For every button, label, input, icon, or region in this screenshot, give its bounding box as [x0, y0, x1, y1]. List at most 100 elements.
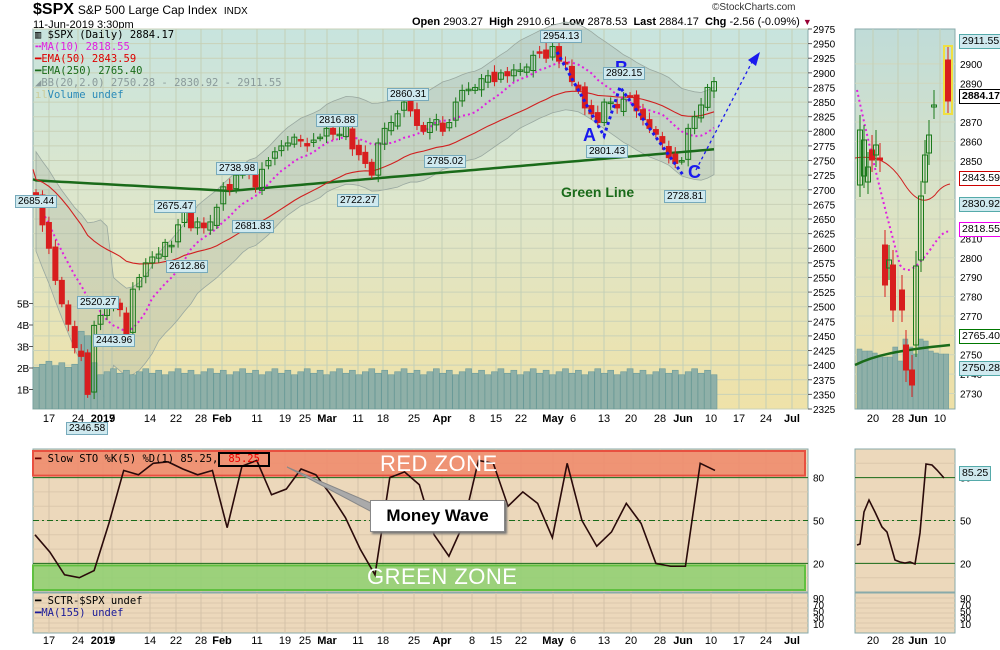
svg-text:17: 17: [733, 635, 745, 647]
svg-text:70: 70: [960, 601, 972, 612]
line-icon: ━: [35, 65, 42, 77]
svg-text:2925: 2925: [813, 54, 836, 65]
legend-ema250: ━EMA(250) 2765.40: [35, 65, 282, 77]
svg-text:Feb: Feb: [212, 635, 232, 647]
legend-sto-text: Slow STO %K(5) %D(1) 85.25,: [47, 453, 219, 465]
candle-icon: ▥: [35, 29, 42, 41]
svg-text:2790: 2790: [960, 273, 983, 284]
svg-text:2800: 2800: [813, 127, 836, 138]
svg-text:2019: 2019: [91, 635, 115, 647]
svg-text:2500: 2500: [813, 303, 836, 314]
svg-text:2750: 2750: [813, 157, 836, 168]
svg-text:Mar: Mar: [317, 413, 337, 425]
svg-text:2825: 2825: [813, 113, 836, 124]
svg-text:2675: 2675: [813, 200, 836, 211]
svg-text:2425: 2425: [813, 347, 836, 358]
open-value: 2903.27: [443, 16, 483, 28]
symbol-name: S&P 500 Large Cap Index: [77, 3, 218, 17]
svg-text:2650: 2650: [813, 215, 836, 226]
svg-text:25: 25: [408, 413, 420, 425]
svg-text:13: 13: [598, 413, 610, 425]
brand-watermark: ©StockCharts.com: [712, 2, 796, 13]
legend-ma155: ━MA(155) undef: [35, 607, 142, 619]
svg-text:2770: 2770: [960, 312, 983, 323]
svg-text:10: 10: [934, 413, 946, 425]
price-tag: 2346.58: [66, 422, 109, 435]
right-axis-value-tag: 2830.92: [959, 197, 1000, 212]
line-icon: ━: [35, 53, 42, 65]
svg-text:10: 10: [813, 620, 825, 631]
right-axis-value-tag: 2843.59: [959, 171, 1000, 186]
svg-text:May: May: [542, 413, 564, 425]
price-tag: 2801.43: [586, 145, 629, 158]
svg-text:20: 20: [625, 635, 637, 647]
svg-text:2475: 2475: [813, 317, 836, 328]
svg-text:2900: 2900: [960, 60, 983, 71]
svg-text:11: 11: [352, 635, 363, 647]
sto-value-box: 85.25: [218, 452, 270, 467]
svg-text:2450: 2450: [813, 332, 836, 343]
low-label: Low: [562, 16, 585, 28]
svg-text:24: 24: [760, 635, 772, 647]
red-zone-label: RED ZONE: [380, 451, 498, 476]
svg-text:18: 18: [377, 413, 389, 425]
svg-text:19: 19: [279, 413, 291, 425]
price-tag: 2443.96: [93, 334, 136, 347]
svg-text:11: 11: [352, 413, 363, 425]
svg-text:Apr: Apr: [433, 635, 453, 647]
line-icon: ━: [35, 607, 42, 619]
svg-text:2525: 2525: [813, 288, 836, 299]
svg-text:18: 18: [377, 635, 389, 647]
svg-text:2975: 2975: [813, 25, 836, 36]
price-tag: 2612.86: [166, 260, 209, 273]
svg-text:20: 20: [813, 559, 825, 570]
right-axis-value-tag: 2911.55: [959, 34, 1000, 49]
legend-price: ▥ $SPX (Daily) 2884.17: [35, 29, 282, 41]
svg-text:2890: 2890: [960, 79, 983, 90]
svg-text:28: 28: [892, 635, 904, 647]
svg-text:2730: 2730: [960, 389, 983, 400]
svg-text:80: 80: [813, 474, 825, 485]
line-icon: ━: [35, 595, 42, 607]
legend-ema250-text: EMA(250) 2765.40: [41, 65, 143, 77]
svg-text:6: 6: [570, 413, 576, 425]
svg-text:2550: 2550: [813, 273, 836, 284]
low-value: 2878.53: [587, 16, 628, 28]
svg-text:20: 20: [867, 635, 879, 647]
price-tag: 2520.27: [77, 296, 120, 309]
line-icon: ━: [35, 453, 42, 465]
svg-text:20: 20: [960, 559, 972, 570]
svg-text:2575: 2575: [813, 259, 836, 270]
svg-text:15: 15: [490, 635, 502, 647]
legend-ma10-text: MA(10) 2818.55: [41, 41, 130, 53]
price-tag: 2675.47: [154, 200, 197, 213]
svg-text:10: 10: [705, 635, 717, 647]
svg-text:2780: 2780: [960, 293, 983, 304]
price-legend: ▥ $SPX (Daily) 2884.17 ╍MA(10) 2818.55 ━…: [35, 29, 282, 101]
down-triangle-icon: ▼: [802, 17, 812, 27]
svg-text:25: 25: [408, 635, 420, 647]
legend-ma155-text: MA(155) undef: [41, 607, 124, 619]
svg-text:2325: 2325: [813, 405, 836, 416]
green-line-label: Green Line: [561, 184, 635, 200]
svg-text:2725: 2725: [813, 171, 836, 182]
svg-text:22: 22: [515, 413, 527, 425]
svg-text:20: 20: [867, 413, 879, 425]
symbol: $SPX: [33, 1, 74, 18]
chg-value: -2.56 (-0.09%): [729, 16, 800, 28]
svg-text:5B: 5B: [17, 300, 30, 311]
wave-label-c: C: [688, 162, 701, 182]
green-zone-label: GREEN ZONE: [367, 564, 518, 589]
sctr-legend: ━ SCTR-$SPX undef ━MA(155) undef: [35, 595, 142, 619]
svg-text:2810: 2810: [960, 234, 983, 245]
svg-text:May: May: [542, 635, 564, 647]
svg-text:10: 10: [705, 413, 717, 425]
svg-text:2850: 2850: [813, 98, 836, 109]
svg-text:Jul: Jul: [784, 635, 800, 647]
legend-volume: ılVolume undef: [35, 89, 282, 101]
legend-price-text: $SPX (Daily) 2884.17: [47, 29, 175, 41]
svg-text:2375: 2375: [813, 376, 836, 387]
open-label: Open: [412, 16, 441, 28]
right-axis-value-tag: 85.25: [959, 466, 992, 481]
